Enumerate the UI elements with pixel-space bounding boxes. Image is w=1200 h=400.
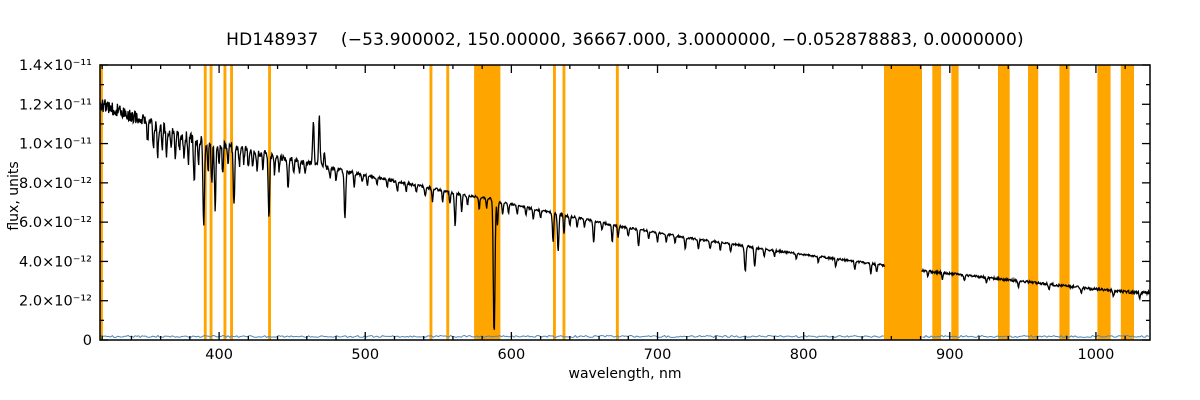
svg-text:800: 800 — [790, 347, 818, 363]
svg-text:4.0×10⁻¹²: 4.0×10⁻¹² — [19, 254, 92, 270]
svg-text:600: 600 — [498, 347, 526, 363]
svg-text:2.0×10⁻¹²: 2.0×10⁻¹² — [19, 294, 92, 310]
svg-text:8.0×10⁻¹²: 8.0×10⁻¹² — [19, 176, 92, 192]
svg-text:0: 0 — [83, 333, 92, 349]
svg-text:400: 400 — [205, 347, 233, 363]
svg-text:1.2×10⁻¹¹: 1.2×10⁻¹¹ — [19, 97, 92, 113]
svg-text:500: 500 — [351, 347, 379, 363]
svg-text:1.4×10⁻¹¹: 1.4×10⁻¹¹ — [19, 58, 92, 74]
x-axis-label: wavelength, nm — [568, 366, 682, 382]
svg-text:700: 700 — [644, 347, 672, 363]
svg-text:6.0×10⁻¹²: 6.0×10⁻¹² — [19, 215, 92, 231]
y-axis-label: flux, units — [6, 161, 22, 231]
svg-text:900: 900 — [936, 347, 964, 363]
svg-text:1.0×10⁻¹¹: 1.0×10⁻¹¹ — [19, 137, 92, 153]
svg-text:1000: 1000 — [1077, 347, 1114, 363]
page-title: HD148937 (−53.900002, 150.00000, 36667.0… — [226, 30, 1024, 50]
